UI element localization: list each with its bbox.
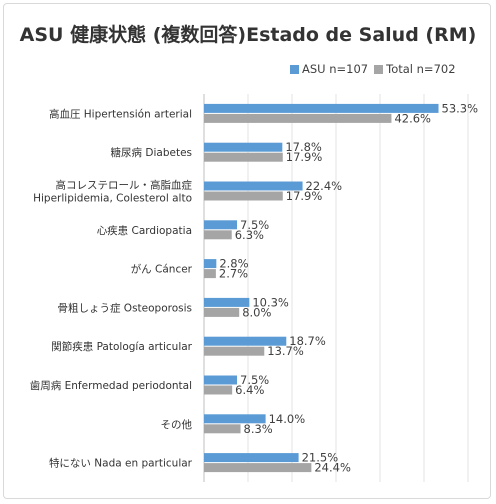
value-label-asu: 14.0% (269, 412, 306, 426)
category-label: がん Cáncer (131, 263, 193, 276)
bar-total (204, 191, 283, 201)
category-label: 歯周病 Enfermedad periodontal (30, 379, 192, 392)
category-label: 関節疾患 Patología articular (51, 340, 192, 353)
category-label: 高コレステロール・高脂血症 (56, 179, 193, 192)
value-label-asu: 53.3% (442, 101, 479, 115)
value-label-asu: 18.7% (289, 334, 326, 348)
legend-swatch-total (374, 64, 384, 74)
bar-asu (204, 375, 237, 385)
legend-swatch-asu (290, 64, 299, 74)
category-label: Hiperlipidemia, Colesterol alto (33, 193, 192, 205)
value-label-total: 8.3% (244, 422, 273, 436)
bar-asu (204, 259, 217, 269)
bar-asu (204, 453, 299, 463)
chart-title: ASU 健康状態 (複数回答)Estado de Salud (RM) (19, 24, 477, 46)
bar-total (204, 230, 232, 240)
bar-asu (204, 142, 283, 152)
category-label: その他 (161, 418, 193, 431)
bar-total (204, 307, 240, 317)
value-label-total: 17.9% (286, 150, 323, 164)
value-label-total: 6.3% (235, 228, 264, 242)
value-label-total: 24.4% (314, 461, 351, 475)
bar-total (204, 346, 265, 356)
bar-total (204, 463, 312, 473)
bar-total (204, 269, 216, 279)
legend-label-asu: ASU n=107 (302, 62, 369, 76)
bar-total (204, 113, 392, 123)
bar-asu (204, 297, 250, 307)
value-label-asu: 7.5% (240, 218, 269, 232)
value-label-total: 2.7% (219, 267, 248, 281)
category-label: 特にない Nada en particular (49, 458, 193, 470)
value-label-asu: 21.5% (302, 451, 339, 465)
value-label-asu: 2.8% (219, 257, 248, 271)
bar-asu (204, 414, 266, 424)
bar-total (204, 385, 233, 395)
category-label: 糖尿病 Diabetes (111, 146, 192, 159)
value-label-asu: 10.3% (252, 295, 289, 309)
category-label: 高血圧 Hipertensión arterial (49, 107, 192, 120)
bar-total (204, 424, 241, 434)
value-label-asu: 7.5% (240, 373, 269, 387)
value-label-asu: 22.4% (306, 179, 343, 193)
bar-asu (204, 336, 287, 346)
category-label: 心疾患 Cardiopatia (97, 224, 192, 237)
legend-label-total: Total n=702 (386, 62, 456, 76)
category-label: 骨粗しょう症 Osteoporosis (57, 301, 192, 314)
chart-legend: ASU n=107 Total n=702 (290, 62, 462, 76)
value-label-total: 42.6% (394, 111, 431, 125)
value-label-total: 8.0% (242, 305, 271, 319)
bar-asu (204, 181, 303, 191)
value-label-total: 6.4% (235, 383, 264, 397)
bar-total (204, 152, 283, 162)
value-label-asu: 17.8% (285, 140, 322, 154)
value-label-total: 17.9% (286, 189, 323, 203)
bar-asu (204, 103, 439, 113)
legend-item-total: Total n=702 (374, 62, 456, 76)
value-label-total: 13.7% (267, 344, 304, 358)
bar-asu (204, 220, 237, 230)
legend-item-asu: ASU n=107 (290, 62, 368, 76)
